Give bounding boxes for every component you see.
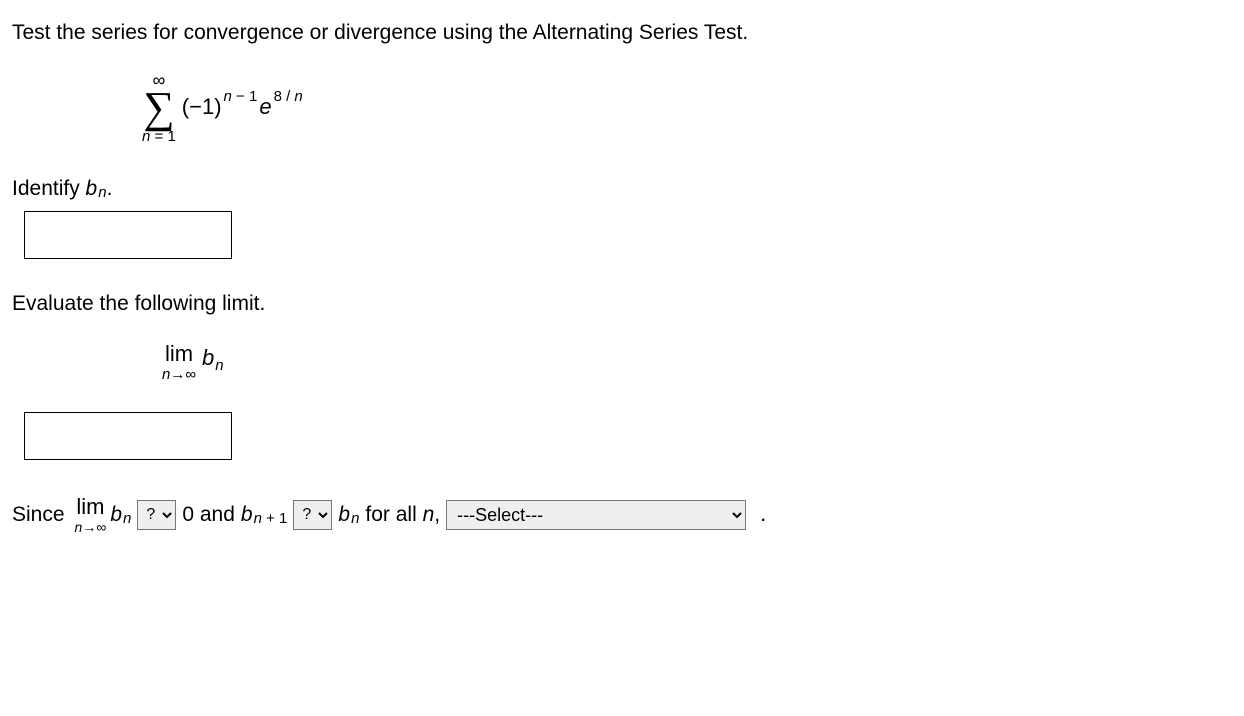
identify-bn-label: Identify bn. <box>12 174 1232 203</box>
limit-bn: bn <box>202 343 224 374</box>
sigma-block: ∞ ∑ n = 1 <box>142 71 176 143</box>
question-prompt: Test the series for convergence or diver… <box>12 18 1232 47</box>
limit-answer-input[interactable] <box>24 412 232 460</box>
final-period: . <box>760 499 766 530</box>
sigma-symbol: ∑ <box>143 89 174 126</box>
inline-bn-2: bn <box>338 500 359 529</box>
inline-limit: lim n→∞ <box>75 496 107 534</box>
for-all-text: for all n, <box>365 500 440 529</box>
e-base: e <box>259 92 271 123</box>
inline-bn-plus1: bn + 1 <box>241 500 287 529</box>
sigma-lower-limit: n = 1 <box>142 129 176 144</box>
neg1-base: (−1) <box>182 92 222 123</box>
relation-select-1[interactable]: ? <box>137 500 176 530</box>
inline-bn-1: bn <box>110 500 131 529</box>
series-term: (−1) n − 1 e 8 / n <box>182 92 305 123</box>
since-text: Since <box>12 500 65 529</box>
zero-and-text: 0 and <box>182 500 235 529</box>
neg1-exponent: n − 1 <box>224 86 258 107</box>
limit-expression: lim n→∞ bn <box>162 343 224 382</box>
bn-answer-input[interactable] <box>24 211 232 259</box>
evaluate-limit-label: Evaluate the following limit. <box>12 289 1232 318</box>
e-exponent: 8 / n <box>274 86 303 107</box>
conclusion-select[interactable]: ---Select--- <box>446 500 746 530</box>
relation-select-2[interactable]: ? <box>293 500 332 530</box>
conclusion-row: Since lim n→∞ bn ? 0 and bn + 1 ? bn for… <box>12 496 1232 534</box>
series-expression: ∞ ∑ n = 1 (−1) n − 1 e 8 / n <box>142 71 1232 143</box>
